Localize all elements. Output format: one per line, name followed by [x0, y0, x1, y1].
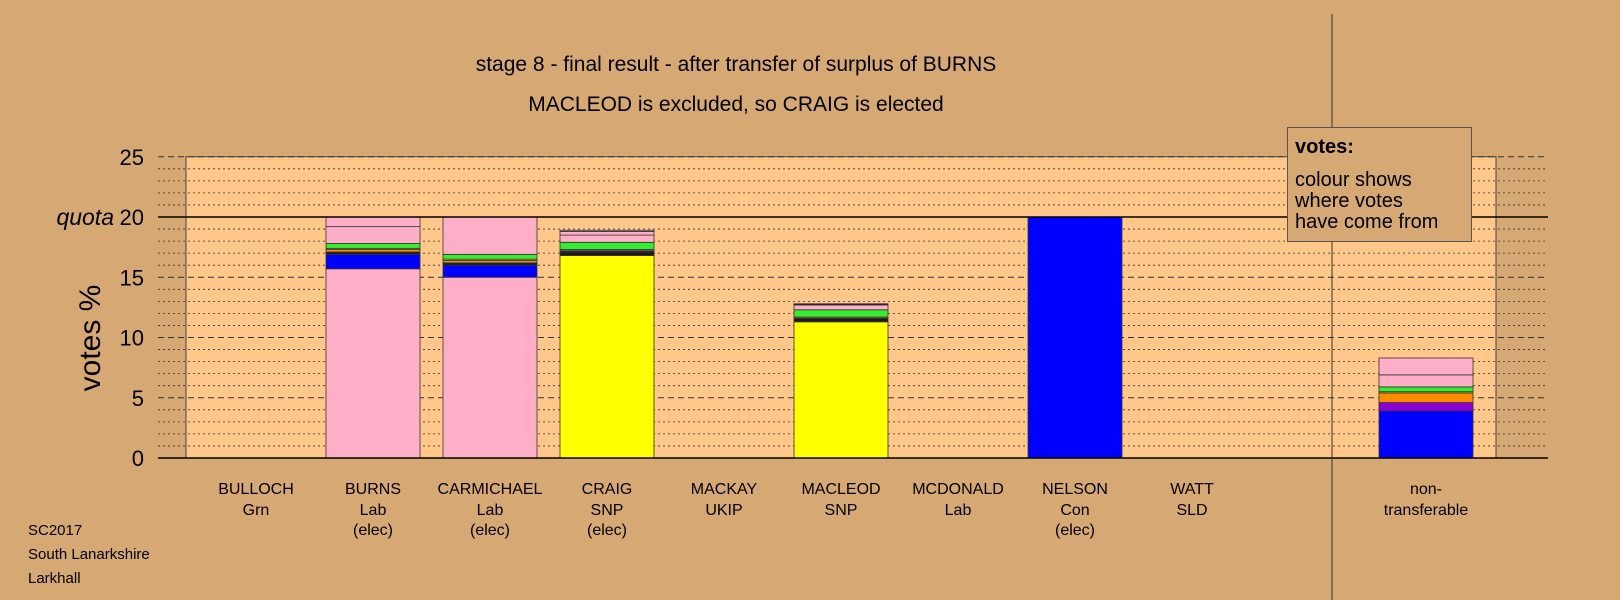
y-tick-label: 5 — [132, 386, 144, 411]
nontransferable-label: non- — [1410, 481, 1442, 498]
bar-carmichael-segment — [442, 264, 538, 278]
y-tick-label: 15 — [120, 265, 144, 290]
bar-craig-segment — [559, 234, 655, 243]
bar-craig-segment — [559, 251, 655, 256]
candidate-name-label: WATT — [1170, 481, 1214, 498]
candidate-party-label: Lab — [945, 502, 972, 519]
candidate-status-label: (elec) — [1055, 522, 1095, 539]
candidate-party-label: Grn — [243, 502, 270, 519]
bar-burns-segment — [325, 253, 421, 270]
bar-craig-segment — [559, 231, 655, 236]
candidate-party-label: UKIP — [705, 502, 742, 519]
footer-ward: Larkhall — [28, 570, 81, 587]
y-tick-label: 25 — [120, 145, 144, 170]
bar-craig-segment — [559, 241, 655, 250]
bar-nontransferable-segment — [1378, 402, 1474, 412]
bar-craig-segment — [559, 255, 655, 459]
candidate-name-label: MACKAY — [691, 481, 758, 498]
nontransferable-label: transferable — [1384, 502, 1469, 519]
bar-macleod-segment — [793, 317, 889, 323]
candidate-party-label: SNP — [825, 502, 858, 519]
bar-carmichael-segment — [442, 253, 538, 260]
bar-nontransferable-segment — [1378, 374, 1474, 388]
y-tick-label: 0 — [132, 446, 144, 471]
bar-craig-segment — [559, 229, 655, 232]
legend-title: votes: — [1295, 136, 1354, 158]
footer-council: South Lanarkshire — [28, 546, 150, 563]
y-tick-label: 10 — [120, 326, 144, 351]
legend-text: colour shows where votes have come from — [1295, 169, 1439, 233]
candidate-name-label: BULLOCH — [218, 481, 294, 498]
bar-nelson-segment — [1027, 216, 1123, 459]
bar-nontransferable-segment — [1378, 392, 1474, 403]
bar-burns-segment — [325, 243, 421, 249]
candidate-party-label: Lab — [360, 502, 387, 519]
bar-nontransferable-segment — [1378, 386, 1474, 393]
candidate-status-label: (elec) — [353, 522, 393, 539]
bar-burns-segment — [325, 216, 421, 228]
candidate-name-label: MCDONALD — [912, 481, 1004, 498]
bar-macleod-segment — [793, 304, 889, 311]
bar-burns-segment — [325, 226, 421, 244]
bar-macleod-segment — [793, 303, 889, 306]
candidate-party-label: SLD — [1176, 502, 1207, 519]
chart-subtitle: MACLEOD is excluded, so CRAIG is elected — [528, 93, 944, 116]
bar-carmichael-segment — [442, 276, 538, 459]
candidate-name-label: NELSON — [1042, 481, 1108, 498]
quota-label: quota — [56, 204, 114, 230]
candidate-party-label: Con — [1060, 502, 1089, 519]
candidate-name-label: MACLEOD — [801, 481, 880, 498]
bar-carmichael-segment — [442, 216, 538, 255]
footer-election: SC2017 — [28, 522, 83, 539]
bar-macleod-segment — [793, 309, 889, 318]
candidate-party-label: SNP — [591, 502, 624, 519]
candidate-name-label: CRAIG — [582, 481, 633, 498]
legend-box: votes: colour shows where votes have com… — [1287, 127, 1472, 242]
candidate-party-label: Lab — [477, 502, 504, 519]
bar-nontransferable-segment — [1378, 410, 1474, 459]
candidate-status-label: (elec) — [470, 522, 510, 539]
y-tick-label: 20 — [120, 205, 144, 230]
bar-macleod-segment — [793, 321, 889, 459]
candidate-name-label: BURNS — [345, 481, 401, 498]
bar-nontransferable-segment — [1378, 357, 1474, 376]
candidate-name-label: CARMICHAEL — [438, 481, 543, 498]
bar-burns-segment — [325, 268, 421, 459]
chart-title: stage 8 - final result - after transfer … — [475, 53, 997, 76]
y-axis-title: votes % — [74, 285, 107, 392]
candidate-status-label: (elec) — [587, 522, 627, 539]
